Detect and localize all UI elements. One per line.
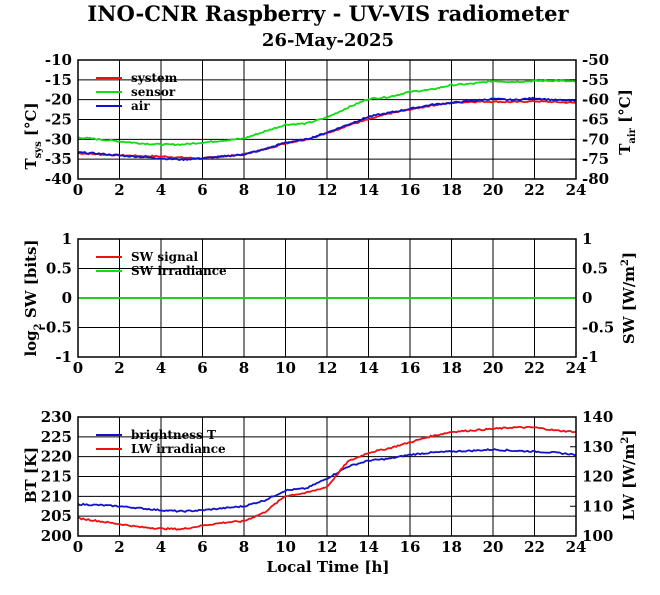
temperature-xtick-label: 20 [483,181,504,199]
longwave-y2tick-label: 120 [582,468,613,486]
temperature-y2tick-label: -50 [582,51,609,69]
longwave-xtick-label: 2 [114,538,124,556]
longwave-series-lw-irradiance [77,425,577,531]
longwave-plot-frame [77,416,577,537]
shortwave-xtick-label: 2 [114,359,124,377]
temperature-y2tick-label: -75 [582,150,609,168]
longwave-y2tick-label: 140 [582,408,613,426]
longwave-ytick-label: 210 [41,487,72,505]
panel1-ylabel: Tsys [°C] [22,102,44,169]
temperature-y2tick-label: -80 [582,170,609,188]
shortwave-xtick-label: 24 [566,359,587,377]
panel3-ylabel: BT [K] [22,447,40,503]
shortwave-y2tick-label: 1 [582,230,592,248]
longwave-xtick-label: 14 [358,538,379,556]
longwave-xtick-label: 4 [156,538,166,556]
shortwave-xtick-label: 18 [441,359,462,377]
shortwave-ytick-label: 0 [62,289,72,307]
longwave-xtick-label: 0 [73,538,83,556]
shortwave-xtick-label: 16 [400,359,421,377]
temperature-xtick-label: 14 [358,181,379,199]
temperature-xtick-label: 24 [566,181,587,199]
temperature-y2tick-label: -60 [582,91,609,109]
temperature-ytick-label: -25 [45,111,72,129]
shortwave-y2tick-label: 0 [582,289,592,307]
temperature-ytick-label: -35 [45,150,72,168]
longwave-y2tick-label: 110 [582,497,613,515]
panel2-ylabel: log2 SW [bits] [22,239,44,356]
shortwave-y2tick-label: -0.5 [582,319,614,337]
shortwave-xtick-label: 10 [275,359,296,377]
shortwave-y2tick-label: -1 [582,348,599,366]
longwave-y2tick-label: 130 [582,438,613,456]
longwave-xtick-label: 20 [483,538,504,556]
temperature-legend-label: system [131,71,178,85]
temperature-xtick-label: 12 [317,181,338,199]
shortwave-xtick-label: 12 [317,359,338,377]
longwave-xtick-label: 6 [197,538,207,556]
shortwave-xtick-label: 22 [524,359,545,377]
temperature-y2tick-label: -70 [582,130,609,148]
longwave-ytick-label: 225 [41,428,72,446]
panel3-xlabel: Local Time [h] [267,558,390,576]
temperature-xtick-label: 2 [114,181,124,199]
temperature-y2tick-label: -65 [582,111,609,129]
longwave-y2tick-label: 100 [582,527,613,545]
longwave-xtick-label: 8 [239,538,249,556]
longwave-xtick-label: 22 [524,538,545,556]
temperature-series-air [77,96,577,162]
temperature-xtick-label: 6 [197,181,207,199]
temperature-plot-frame [77,59,577,180]
temperature-legend-label: air [131,99,150,113]
temperature-ytick-label: -30 [45,130,72,148]
temperature-ytick-label: -40 [45,170,72,188]
temperature-xtick-label: 8 [239,181,249,199]
shortwave-xtick-label: 20 [483,359,504,377]
shortwave-xtick-label: 4 [156,359,166,377]
shortwave-y2tick-label: 0.5 [582,260,608,278]
longwave-ytick-label: 220 [41,448,72,466]
longwave-xtick-label: 18 [441,538,462,556]
temperature-xtick-label: 10 [275,181,296,199]
temperature-legend-label: sensor [131,85,176,99]
figure-title: INO-CNR Raspberry - UV-VIS radiometer [87,1,569,26]
temperature-xtick-label: 4 [156,181,166,199]
temperature-xtick-label: 16 [400,181,421,199]
shortwave-ytick-label: -0.5 [40,319,72,337]
longwave-ytick-label: 200 [41,527,72,545]
temperature-y2tick-label: -55 [582,71,609,89]
shortwave-ytick-label: 1 [62,230,72,248]
shortwave-xtick-label: 8 [239,359,249,377]
shortwave-ytick-label: -1 [55,348,72,366]
longwave-ytick-label: 230 [41,408,72,426]
shortwave-ytick-label: 0.5 [46,260,72,278]
panel1-y2label: Tair [°C] [616,89,638,155]
shortwave-plot-frame [77,238,577,358]
temperature-xtick-label: 18 [441,181,462,199]
longwave-ytick-label: 215 [41,468,72,486]
temperature-series-sensor [77,79,577,147]
longwave-ytick-label: 205 [41,507,72,525]
longwave-xtick-label: 16 [400,538,421,556]
longwave-legend-label: brightness T [131,428,216,442]
shortwave-xtick-label: 0 [73,359,83,377]
figure-date: 26-May-2025 [262,30,394,51]
temperature-xtick-label: 0 [73,181,83,199]
panel3-y2label: LW [W/m2] [620,430,638,521]
shortwave-xtick-label: 14 [358,359,379,377]
longwave-xtick-label: 12 [317,538,338,556]
temperature-ytick-label: -10 [45,51,72,69]
shortwave-xtick-label: 6 [197,359,207,377]
temperature-ytick-label: -20 [45,91,72,109]
temperature-ytick-label: -15 [45,71,72,89]
longwave-xtick-label: 24 [566,538,587,556]
longwave-legend-label: LW irradiance [131,442,226,456]
panel2-y2label: SW [W/m2] [620,252,638,344]
shortwave-legend-label: SW signal [131,250,199,264]
longwave-xtick-label: 10 [275,538,296,556]
longwave-series-brightness-t [77,448,577,513]
temperature-xtick-label: 22 [524,181,545,199]
shortwave-legend-label: SW irradiance [131,264,227,278]
